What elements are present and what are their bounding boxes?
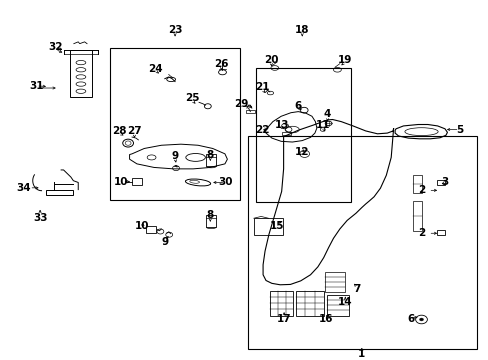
Text: 9: 9 — [171, 151, 178, 161]
Text: 33: 33 — [33, 212, 47, 222]
Text: 23: 23 — [167, 26, 182, 35]
Text: 7: 7 — [352, 284, 360, 294]
Text: 6: 6 — [407, 315, 413, 324]
Text: 15: 15 — [269, 221, 284, 231]
Text: 9: 9 — [162, 237, 168, 247]
Text: 8: 8 — [206, 149, 213, 159]
Bar — [145, 226, 155, 233]
Text: 10: 10 — [134, 221, 149, 231]
Bar — [206, 215, 216, 227]
Text: 19: 19 — [337, 55, 351, 65]
Bar — [412, 175, 421, 193]
Bar — [206, 154, 216, 166]
Text: 27: 27 — [127, 126, 142, 136]
Text: 21: 21 — [254, 82, 269, 92]
Text: 11: 11 — [315, 120, 329, 130]
Text: 32: 32 — [48, 42, 62, 52]
Bar — [269, 291, 293, 316]
Text: 12: 12 — [294, 147, 309, 157]
Bar — [70, 50, 92, 96]
Text: 20: 20 — [263, 55, 278, 65]
Text: 28: 28 — [112, 126, 127, 136]
Bar — [248, 136, 476, 349]
Text: 30: 30 — [218, 177, 232, 188]
Text: 4: 4 — [323, 109, 331, 120]
Circle shape — [419, 318, 423, 321]
Text: 26: 26 — [214, 59, 228, 69]
Text: 3: 3 — [441, 177, 447, 188]
Text: 2: 2 — [418, 185, 425, 195]
Bar — [46, 190, 73, 195]
Text: 13: 13 — [274, 120, 288, 130]
Text: 34: 34 — [16, 183, 31, 193]
Text: 29: 29 — [233, 99, 248, 109]
Bar — [436, 230, 445, 235]
Text: 25: 25 — [184, 93, 199, 103]
Bar — [132, 178, 142, 185]
Text: 5: 5 — [455, 125, 462, 135]
Bar — [245, 110, 254, 113]
Text: 22: 22 — [255, 125, 269, 135]
Bar — [255, 68, 350, 202]
Bar — [110, 48, 239, 201]
Bar — [436, 180, 445, 185]
Text: 8: 8 — [206, 210, 213, 220]
Text: 14: 14 — [337, 297, 352, 307]
Bar — [282, 132, 290, 135]
Text: 6: 6 — [294, 100, 301, 111]
Text: 17: 17 — [276, 315, 291, 324]
Text: 2: 2 — [418, 228, 425, 238]
Bar — [412, 202, 421, 231]
Bar — [295, 291, 324, 316]
Bar — [253, 218, 283, 235]
Text: 1: 1 — [358, 349, 365, 359]
Bar — [325, 272, 344, 292]
Text: 24: 24 — [148, 64, 163, 74]
Text: 31: 31 — [29, 81, 43, 91]
Text: 10: 10 — [113, 177, 128, 187]
Bar — [326, 295, 348, 316]
Text: 18: 18 — [294, 26, 309, 35]
Text: 16: 16 — [318, 315, 332, 324]
